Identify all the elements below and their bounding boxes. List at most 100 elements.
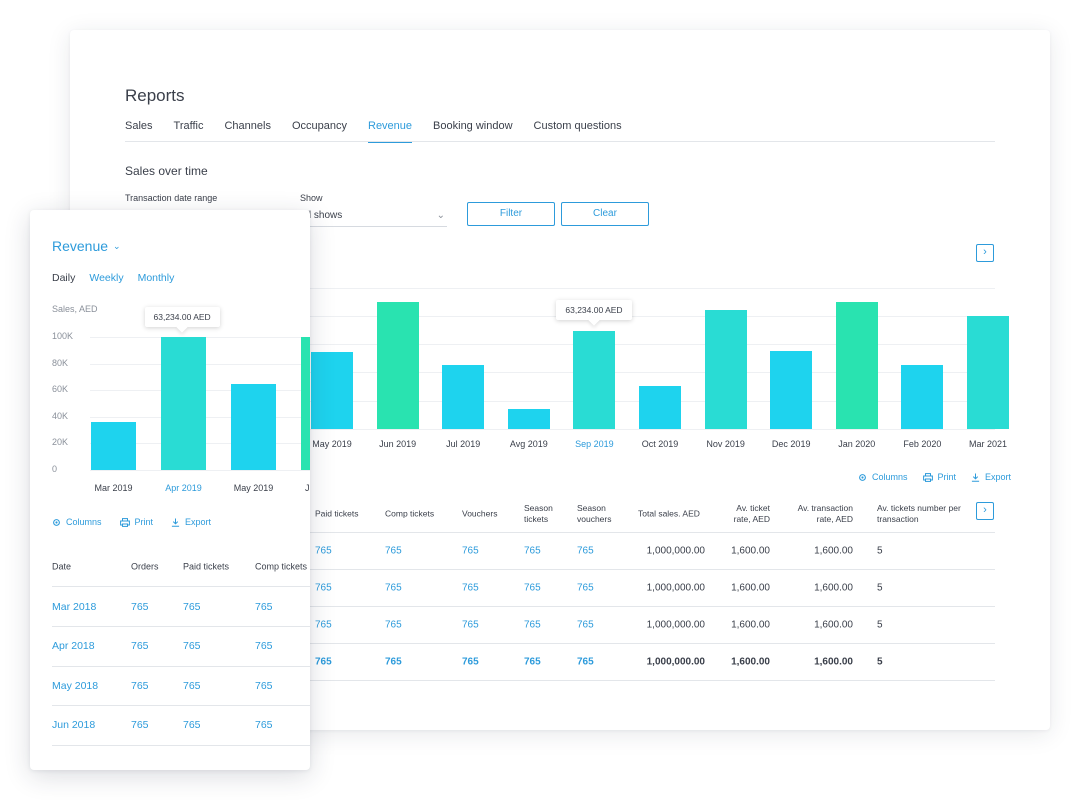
date-link[interactable]: Mar 2018 <box>52 600 97 613</box>
print-button[interactable]: Print <box>119 517 153 527</box>
chart-bar[interactable] <box>704 310 747 429</box>
table-cell-link[interactable]: 765 <box>131 600 149 613</box>
chart-tooltip: 63,234.00 AED <box>556 299 632 320</box>
x-tick-label: Mar 2021 <box>968 439 1008 449</box>
tab-sales[interactable]: Sales <box>125 120 153 132</box>
table-cell-link[interactable]: 765 <box>577 656 594 668</box>
table-cell-link[interactable]: 765 <box>462 656 479 668</box>
filter-button[interactable]: Filter <box>467 202 555 226</box>
x-tick-label: Jun 2019 <box>379 439 417 449</box>
chart-bar[interactable] <box>835 302 878 429</box>
chart-bar[interactable] <box>967 315 1009 429</box>
table-cell-link[interactable]: 765 <box>255 679 273 692</box>
date-range-label: Transaction date range <box>125 193 218 203</box>
date-link[interactable]: Jun 2018 <box>52 719 96 731</box>
table-cell-link[interactable]: 765 <box>577 619 594 631</box>
chart-bar[interactable] <box>311 352 353 429</box>
table-cell-link[interactable]: 765 <box>462 619 479 631</box>
tab-occupancy[interactable]: Occupancy <box>291 120 347 132</box>
metric-select[interactable]: Revenue ⌄ <box>52 238 121 254</box>
table-cell-link[interactable]: 765 <box>131 640 149 652</box>
table-cell: 1,600.00 <box>731 619 770 631</box>
table-cell-link[interactable]: 765 <box>385 545 402 557</box>
chart-bar[interactable] <box>573 330 616 429</box>
table-cell-link[interactable]: 765 <box>183 679 201 692</box>
gridline <box>90 470 310 471</box>
chart-bar[interactable] <box>901 364 944 429</box>
chart-bar[interactable] <box>231 383 276 470</box>
chart-bar[interactable] <box>91 422 136 470</box>
clear-button[interactable]: Clear <box>561 202 649 226</box>
table-cell-link[interactable]: 765 <box>385 619 402 631</box>
gridline <box>300 287 995 289</box>
table-cell-link[interactable]: 765 <box>524 545 541 557</box>
chart-bar[interactable] <box>376 302 419 429</box>
table-cell-link[interactable]: 765 <box>131 719 149 731</box>
table-cell-link[interactable]: 765 <box>183 640 201 652</box>
chart-bar[interactable] <box>507 408 550 429</box>
date-link[interactable]: Apr 2018 <box>52 640 95 652</box>
x-tick-label: Jan 2020 <box>838 439 876 449</box>
export-label: Export <box>185 517 212 527</box>
period-daily[interactable]: Daily <box>52 272 76 284</box>
export-button[interactable]: Export <box>171 517 211 527</box>
period-weekly[interactable]: Weekly <box>89 272 124 284</box>
table-cell-link[interactable]: 765 <box>524 582 541 594</box>
print-button[interactable]: Print <box>922 472 956 482</box>
table-row: 765 765 765 765 765 1,000,000.00 1,600.00 1,600… <box>305 570 995 607</box>
table-cell: 1,600.00 <box>731 656 770 668</box>
download-icon <box>971 472 980 482</box>
tab-revenue[interactable]: Revenue <box>368 120 413 143</box>
chevron-right-icon: › <box>983 246 987 258</box>
tab-traffic[interactable]: Traffic <box>173 120 204 132</box>
col-total-sales: Total sales. AED <box>638 508 700 518</box>
printer-icon <box>119 517 130 527</box>
tab-booking-window[interactable]: Booking window <box>433 120 513 132</box>
sales-over-time-chart: May 2019 Jun 2019 Jul 2019 Avg 2019 Sep 2019… <box>70 280 1050 460</box>
export-button[interactable]: Export <box>971 472 1011 482</box>
table-cell-link[interactable]: 765 <box>462 582 479 594</box>
table-cell-link[interactable]: 765 <box>183 600 201 613</box>
table-cell-link[interactable]: 765 <box>577 582 594 594</box>
table-cell-link[interactable]: 765 <box>315 656 332 668</box>
table-cell: 1,600.00 <box>814 656 853 668</box>
chart-bar[interactable] <box>639 386 681 429</box>
table-cell-link[interactable]: 765 <box>315 545 332 557</box>
gear-icon <box>53 518 60 526</box>
table-next-button[interactable]: › <box>976 502 994 520</box>
period-monthly[interactable]: Monthly <box>137 272 175 284</box>
chart-bar[interactable] <box>301 337 310 470</box>
table-cell: 5 <box>877 619 883 631</box>
chart-bar[interactable] <box>770 350 813 429</box>
chart-next-button[interactable]: › <box>976 244 994 262</box>
table-cell-link[interactable]: 765 <box>131 679 149 692</box>
show-select[interactable]: All shows ⌄ <box>300 206 447 227</box>
table-cell-link[interactable]: 765 <box>577 545 594 557</box>
show-select-value: All shows <box>300 210 343 221</box>
table-cell-link[interactable]: 765 <box>385 656 402 668</box>
table-cell-link[interactable]: 765 <box>255 640 273 652</box>
table-cell: 1,600.00 <box>814 619 853 631</box>
tab-custom-questions[interactable]: Custom questions <box>533 120 622 132</box>
chart-bar[interactable] <box>442 364 485 429</box>
columns-button[interactable]: Columns <box>52 517 102 527</box>
table-cell-link[interactable]: 765 <box>315 582 332 594</box>
table-cell-link[interactable]: 765 <box>255 600 273 613</box>
y-axis-title: Sales, AED <box>52 304 98 314</box>
table-cell: 1,000,000.00 <box>646 619 705 631</box>
table-cell-link[interactable]: 765 <box>524 619 541 631</box>
chart-bar[interactable] <box>161 337 206 470</box>
y-tick-label: 80K <box>52 357 69 368</box>
gridline <box>300 315 995 317</box>
table-cell-link[interactable]: 765 <box>255 719 273 731</box>
table-cell-link[interactable]: 765 <box>462 545 479 557</box>
columns-button[interactable]: Columns <box>858 472 908 482</box>
columns-label: Columns <box>66 517 102 527</box>
date-link[interactable]: May 2018 <box>52 679 99 692</box>
table-cell-link[interactable]: 765 <box>183 719 201 731</box>
table-cell-link[interactable]: 765 <box>524 656 541 668</box>
table-cell-link[interactable]: 765 <box>315 619 332 631</box>
tab-channels[interactable]: Channels <box>224 120 271 132</box>
col-vouchers: Vouchers <box>462 508 498 518</box>
table-cell-link[interactable]: 765 <box>385 582 402 594</box>
